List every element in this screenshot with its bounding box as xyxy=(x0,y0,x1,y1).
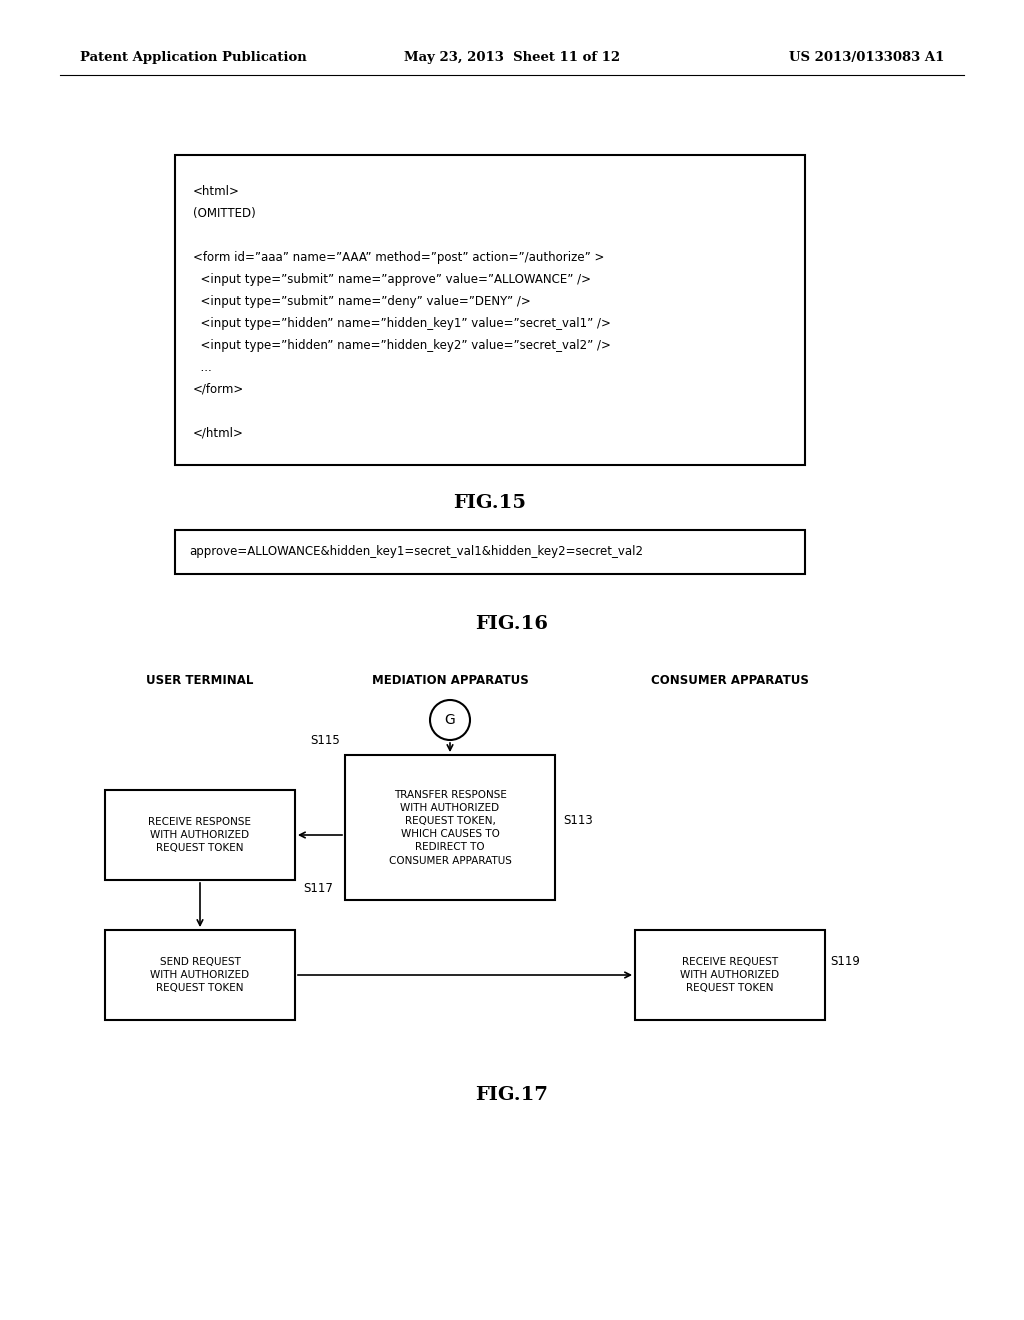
Text: S117: S117 xyxy=(303,882,333,895)
Bar xyxy=(105,931,295,1020)
Text: Patent Application Publication: Patent Application Publication xyxy=(80,51,307,65)
Bar xyxy=(175,154,805,465)
Text: (OMITTED): (OMITTED) xyxy=(193,207,256,220)
Text: USER TERMINAL: USER TERMINAL xyxy=(146,673,254,686)
Text: <input type=”hidden” name=”hidden_key2” value=”secret_val2” />: <input type=”hidden” name=”hidden_key2” … xyxy=(193,339,611,352)
Text: SEND REQUEST
WITH AUTHORIZED
REQUEST TOKEN: SEND REQUEST WITH AUTHORIZED REQUEST TOK… xyxy=(151,957,250,993)
Bar xyxy=(105,789,295,880)
Text: <input type=”hidden” name=”hidden_key1” value=”secret_val1” />: <input type=”hidden” name=”hidden_key1” … xyxy=(193,317,611,330)
Text: MEDIATION APPARATUS: MEDIATION APPARATUS xyxy=(372,673,528,686)
Text: FIG.17: FIG.17 xyxy=(475,1086,549,1104)
Text: S115: S115 xyxy=(310,734,340,747)
Text: G: G xyxy=(444,713,456,727)
Text: TRANSFER RESPONSE
WITH AUTHORIZED
REQUEST TOKEN,
WHICH CAUSES TO
REDIRECT TO
CON: TRANSFER RESPONSE WITH AUTHORIZED REQUES… xyxy=(388,789,511,866)
Text: US 2013/0133083 A1: US 2013/0133083 A1 xyxy=(788,51,944,65)
Text: <input type=”submit” name=”approve” value=”ALLOWANCE” />: <input type=”submit” name=”approve” valu… xyxy=(193,273,591,286)
Text: approve=ALLOWANCE&hidden_key1=secret_val1&hidden_key2=secret_val2: approve=ALLOWANCE&hidden_key1=secret_val… xyxy=(189,545,643,558)
Text: CONSUMER APPARATUS: CONSUMER APPARATUS xyxy=(651,673,809,686)
Text: May 23, 2013  Sheet 11 of 12: May 23, 2013 Sheet 11 of 12 xyxy=(403,51,621,65)
Text: RECEIVE REQUEST
WITH AUTHORIZED
REQUEST TOKEN: RECEIVE REQUEST WITH AUTHORIZED REQUEST … xyxy=(680,957,779,993)
Circle shape xyxy=(430,700,470,741)
Text: FIG.15: FIG.15 xyxy=(454,494,526,512)
Bar xyxy=(345,755,555,900)
Text: FIG.16: FIG.16 xyxy=(475,615,549,634)
Text: </form>: </form> xyxy=(193,383,245,396)
Text: <input type=”submit” name=”deny” value=”DENY” />: <input type=”submit” name=”deny” value=”… xyxy=(193,294,530,308)
Text: <html>: <html> xyxy=(193,185,240,198)
Text: RECEIVE RESPONSE
WITH AUTHORIZED
REQUEST TOKEN: RECEIVE RESPONSE WITH AUTHORIZED REQUEST… xyxy=(148,817,252,853)
Bar xyxy=(635,931,825,1020)
Text: S113: S113 xyxy=(563,813,593,826)
Text: </html>: </html> xyxy=(193,426,244,440)
Text: S119: S119 xyxy=(830,954,860,968)
Text: ...: ... xyxy=(193,360,212,374)
Text: <form id=”aaa” name=”AAA” method=”post” action=”/authorize” >: <form id=”aaa” name=”AAA” method=”post” … xyxy=(193,251,604,264)
Bar xyxy=(175,531,805,574)
